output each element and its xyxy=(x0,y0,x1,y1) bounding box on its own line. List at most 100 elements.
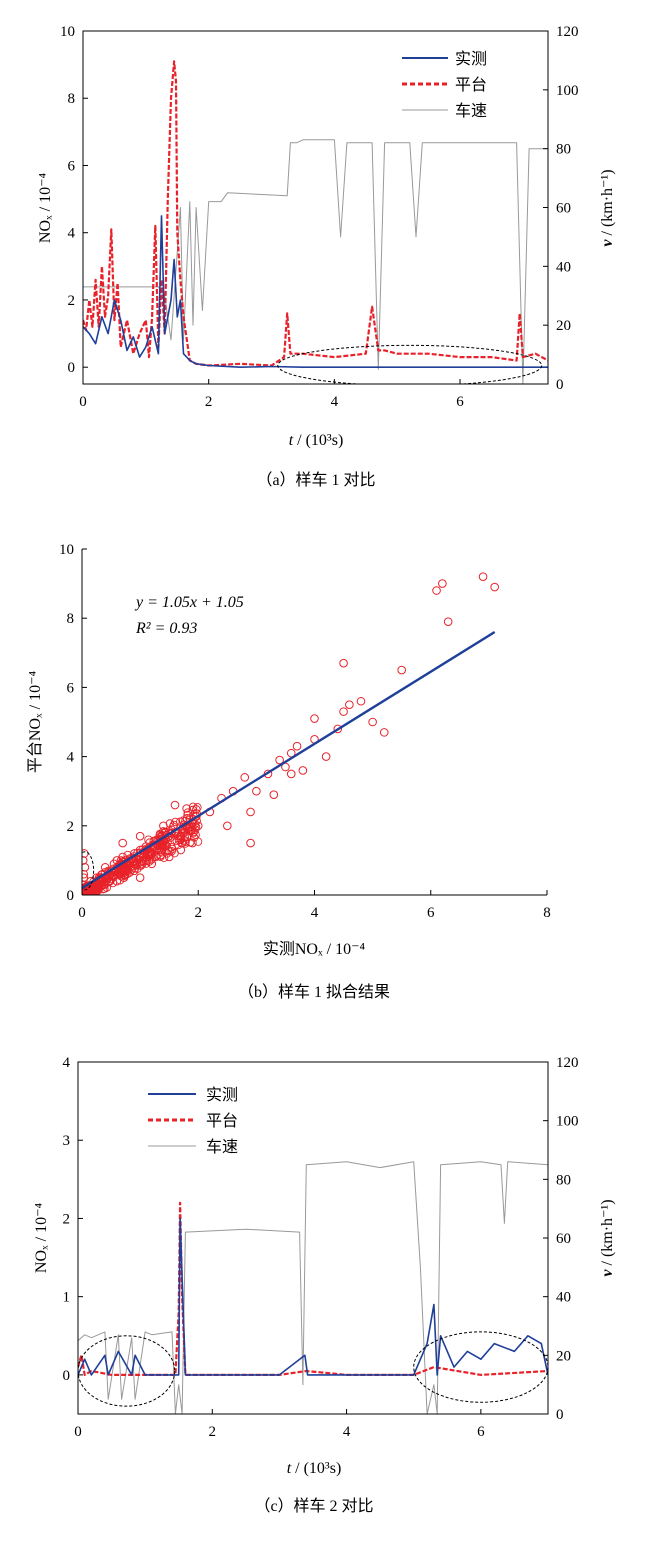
scatter-point xyxy=(159,821,168,831)
chart-b-plot-area xyxy=(82,572,499,895)
scatter-point xyxy=(368,717,377,727)
scatter-point xyxy=(345,700,354,710)
chart-c-xlabel-var: t xyxy=(287,1460,292,1477)
scatter-point xyxy=(188,828,198,838)
scatter-point xyxy=(119,864,128,874)
scatter-point xyxy=(167,844,177,854)
x-tick-label: 6 xyxy=(456,394,464,410)
y-left-tick-label: 0 xyxy=(63,1368,71,1384)
y-right-tick-label: 60 xyxy=(556,201,571,217)
y-left-tick-label: 3 xyxy=(63,1133,71,1149)
chart-c-legend-platform: 平台 xyxy=(206,1112,238,1130)
chart-c-xlabel-unit: / (10³s) xyxy=(291,1460,341,1477)
x-tick-label: 2 xyxy=(205,394,213,410)
scatter-point xyxy=(158,840,167,849)
y-left-tick-label: 2 xyxy=(63,1211,71,1227)
y-tick-label: 8 xyxy=(67,611,75,627)
y-tick-label: 2 xyxy=(67,819,75,835)
chart-a-legend-measured: 实测 xyxy=(455,50,487,68)
scatter-point xyxy=(321,752,331,761)
scatter-point xyxy=(339,707,348,716)
scatter-point xyxy=(108,878,118,888)
scatter-point xyxy=(182,804,191,813)
y-tick-label: 6 xyxy=(67,680,75,696)
chart-a-ylabel-right-unit: / (km·h⁻¹) xyxy=(599,169,616,239)
scatter-point xyxy=(107,874,116,884)
scatter-point xyxy=(147,855,157,864)
scatter-point xyxy=(171,817,180,827)
scatter-point xyxy=(269,790,279,799)
chart-b-xlabel: 实测NOₓ / 10⁻⁴ xyxy=(263,940,366,958)
chart-b-ylabel: 平台NOₓ / 10⁻⁴ xyxy=(26,670,44,773)
scatter-point xyxy=(252,786,261,796)
scatter-point xyxy=(104,877,114,887)
series-platform xyxy=(83,60,548,367)
chart-c-legend: 实测 平台 车速 xyxy=(148,1086,238,1156)
scatter-point xyxy=(379,728,389,737)
scatter-point xyxy=(188,838,197,848)
series-speed xyxy=(78,1161,548,1414)
chart-c-plot-area xyxy=(78,1161,548,1414)
scatter-point xyxy=(112,876,122,886)
y-right-tick-label: 20 xyxy=(556,318,571,334)
chart-a-ylabel-right: v / (km·h⁻¹) xyxy=(599,169,616,246)
scatter-point xyxy=(339,658,348,668)
y-right-tick-label: 60 xyxy=(556,1231,571,1247)
scatter-point xyxy=(490,582,499,592)
scatter-point xyxy=(82,863,90,872)
scatter-point xyxy=(135,848,145,858)
chart-c-frame xyxy=(77,1061,549,1415)
scatter-point xyxy=(176,845,186,855)
scatter-point xyxy=(120,866,130,875)
y-left-tick-label: 4 xyxy=(63,1055,71,1071)
chart-c-ylabel-left: NOₓ / 10⁻⁴ xyxy=(33,1202,50,1273)
fit-line xyxy=(82,631,496,890)
scatter-point xyxy=(397,665,406,675)
scatter-point xyxy=(292,741,302,751)
highlight-ellipse xyxy=(78,1335,176,1407)
y-right-tick-label: 80 xyxy=(556,1172,571,1188)
chart-b-annotation-r2: R² = 0.93 xyxy=(135,620,197,637)
scatter-point xyxy=(181,837,190,847)
scatter-point xyxy=(275,755,284,765)
scatter-point xyxy=(246,838,255,848)
y-right-tick-label: 100 xyxy=(556,1114,579,1130)
y-tick-label: 0 xyxy=(67,888,75,904)
scatter-point xyxy=(443,617,453,626)
y-right-tick-label: 40 xyxy=(556,259,571,275)
scatter-point xyxy=(118,852,127,862)
y-left-tick-label: 4 xyxy=(68,226,76,242)
y-right-tick-label: 0 xyxy=(556,1407,564,1423)
scatter-point xyxy=(286,769,296,779)
scatter-point xyxy=(478,572,488,581)
chart-c-xlabel: t / (10³s) xyxy=(287,1460,342,1477)
scatter-point xyxy=(164,852,174,862)
scatter-point xyxy=(163,846,173,855)
chart-b-ticks: 0 2 4 6 8 0 2 4 6 8 10 xyxy=(59,542,551,921)
scatter-point xyxy=(163,837,172,847)
chart-a-xlabel-unit: / (10³s) xyxy=(293,432,343,449)
x-tick-label: 0 xyxy=(79,394,87,410)
scatter-point xyxy=(188,802,198,812)
x-tick-label: 0 xyxy=(74,1424,82,1440)
scatter-point xyxy=(118,838,127,848)
series-speed xyxy=(83,139,548,384)
scatter-point xyxy=(240,773,250,782)
y-right-tick-label: 0 xyxy=(556,377,564,393)
scatter-point xyxy=(136,861,146,870)
scatter-point xyxy=(176,831,186,841)
chart-a-plot-area xyxy=(83,60,548,384)
scatter-point xyxy=(147,849,157,858)
scatter-point xyxy=(193,803,202,812)
x-tick-label: 2 xyxy=(209,1424,217,1440)
chart-a-xlabel: t / (10³s) xyxy=(289,432,344,449)
chart-c-ylabel-right-unit: / (km·h⁻¹) xyxy=(599,1199,616,1269)
scatter-point xyxy=(174,840,183,850)
scatter-point xyxy=(135,873,145,883)
y-right-tick-label: 40 xyxy=(556,1290,571,1306)
scatter-point xyxy=(191,805,201,814)
highlight-ellipse xyxy=(413,1331,548,1403)
y-left-tick-label: 1 xyxy=(63,1290,71,1306)
